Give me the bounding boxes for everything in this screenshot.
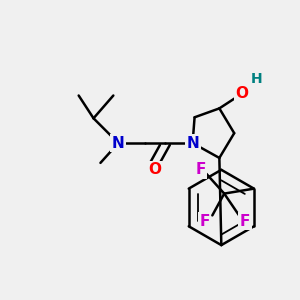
Text: H: H	[251, 72, 263, 86]
Text: F: F	[240, 214, 250, 229]
Text: F: F	[195, 162, 206, 177]
Text: N: N	[112, 136, 125, 151]
Text: N: N	[186, 136, 199, 151]
Text: O: O	[236, 86, 249, 101]
Text: F: F	[199, 214, 210, 229]
Text: O: O	[148, 162, 161, 177]
